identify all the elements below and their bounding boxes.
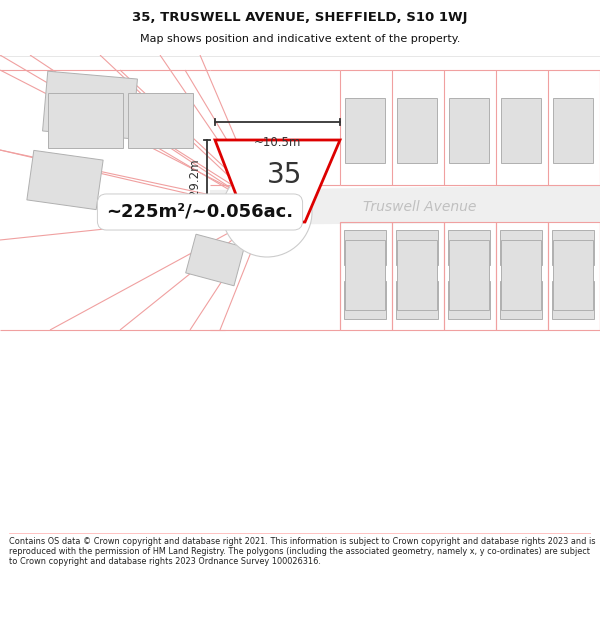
Polygon shape xyxy=(397,98,437,162)
Polygon shape xyxy=(345,98,385,162)
Polygon shape xyxy=(344,281,386,319)
Text: Truswell Avenue: Truswell Avenue xyxy=(364,200,476,214)
Polygon shape xyxy=(43,71,137,139)
Text: 35: 35 xyxy=(268,161,302,189)
Text: ~225m²/~0.056ac.: ~225m²/~0.056ac. xyxy=(106,203,293,221)
Polygon shape xyxy=(215,140,340,222)
Polygon shape xyxy=(552,281,594,319)
Text: Contains OS data © Crown copyright and database right 2021. This information is : Contains OS data © Crown copyright and d… xyxy=(9,537,595,566)
Polygon shape xyxy=(449,240,489,310)
Polygon shape xyxy=(448,281,490,319)
Polygon shape xyxy=(552,229,594,264)
Polygon shape xyxy=(553,98,593,162)
Polygon shape xyxy=(500,229,542,264)
Polygon shape xyxy=(397,240,437,310)
Polygon shape xyxy=(449,98,489,162)
Polygon shape xyxy=(345,240,385,310)
Polygon shape xyxy=(396,229,438,264)
Polygon shape xyxy=(500,281,542,319)
Polygon shape xyxy=(185,234,244,286)
Text: ~29.2m: ~29.2m xyxy=(188,157,201,205)
Text: 35, TRUSWELL AVENUE, SHEFFIELD, S10 1WJ: 35, TRUSWELL AVENUE, SHEFFIELD, S10 1WJ xyxy=(132,11,468,24)
Polygon shape xyxy=(128,92,193,148)
Polygon shape xyxy=(47,92,122,148)
Polygon shape xyxy=(501,98,541,162)
Text: Map shows position and indicative extent of the property.: Map shows position and indicative extent… xyxy=(140,34,460,44)
Polygon shape xyxy=(27,151,103,209)
Polygon shape xyxy=(553,240,593,310)
Polygon shape xyxy=(210,185,600,225)
Polygon shape xyxy=(344,229,386,264)
Polygon shape xyxy=(448,229,490,264)
Text: ~10.5m: ~10.5m xyxy=(254,136,301,149)
Polygon shape xyxy=(396,281,438,319)
Polygon shape xyxy=(501,240,541,310)
Circle shape xyxy=(222,167,312,257)
